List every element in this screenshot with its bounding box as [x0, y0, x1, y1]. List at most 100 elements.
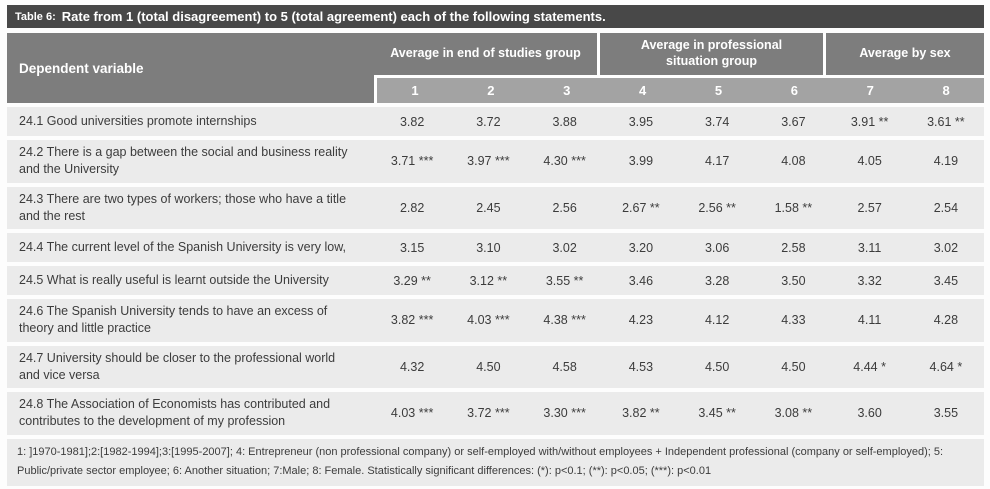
value-cell: 3.15: [399, 240, 425, 255]
value-cell: 3.71 ***: [390, 154, 434, 169]
value-cell: 3.72: [476, 114, 501, 129]
value-cell: 3.88: [552, 114, 577, 129]
value-cell: 2.56 **: [698, 200, 736, 215]
footnote-line-2: Public/private sector employee; 6: Anoth…: [17, 465, 712, 478]
value-cell: 4.28: [933, 313, 959, 328]
table-row: 24.7 University should be closer to the …: [7, 345, 984, 388]
value-cell: 3.95: [628, 114, 654, 129]
value-cell: 2.45: [476, 200, 501, 215]
value-cell: 4.50: [704, 359, 730, 374]
value-cell: 4.19: [933, 154, 959, 169]
value-cell: 4.03 ***: [467, 313, 510, 328]
value-cell: 3.08 **: [774, 406, 813, 421]
value-cell: 4.05: [857, 154, 882, 169]
value-cell: 4.53: [628, 359, 654, 374]
table-row: 24.8 The Association of Economists has c…: [7, 392, 984, 435]
table-header: Dependent variable Average in end of stu…: [7, 33, 984, 103]
value-cell: 2.57: [857, 200, 882, 215]
value-cell: 3.74: [704, 114, 730, 129]
row-label: 24.6 The Spanish University tends to hav…: [19, 304, 328, 336]
table-row: 24.6 The Spanish University tends to hav…: [7, 299, 984, 342]
value-cell: 4.44 *: [853, 359, 886, 374]
column-number: 3: [563, 83, 571, 98]
value-cell: 1.58 **: [774, 200, 813, 215]
value-cell: 4.23: [628, 313, 654, 328]
value-cell: 3.91 **: [850, 114, 889, 129]
value-cell: 3.29 **: [393, 273, 431, 288]
value-cell: 3.02: [552, 240, 577, 255]
value-cell: 3.60: [857, 406, 882, 421]
column-header-dependent-variable: Dependent variable: [7, 33, 374, 103]
column-number: 2: [487, 83, 495, 98]
table-header-right: Average in end of studies group Average i…: [374, 33, 984, 103]
group-header: Average in professional situation group: [600, 33, 823, 75]
row-label: 24.4 The current level of the Spanish Un…: [19, 239, 347, 254]
value-cell: 3.10: [476, 240, 501, 255]
value-cell: 4.11: [857, 313, 882, 328]
column-number: 6: [790, 83, 798, 98]
column-number: 7: [866, 83, 874, 98]
value-cell: 4.50: [476, 359, 501, 374]
value-cell: 4.50: [781, 359, 806, 374]
value-cell: 3.82 ***: [390, 313, 434, 328]
value-cell: 3.32: [857, 273, 882, 288]
footnote: 1: ]1970-1981];2:[1982-1994];3:[1995-200…: [7, 438, 984, 487]
value-cell: 2.58: [781, 240, 806, 255]
row-label: 24.8 The Association of Economists has c…: [19, 397, 331, 429]
value-cell: 2.82: [399, 200, 425, 215]
row-label: 24.1 Good universities promote internshi…: [19, 113, 257, 128]
table-body: 24.1 Good universities promote internshi…: [7, 107, 984, 435]
table-number-label: Table 6:: [15, 10, 56, 23]
value-cell: 3.55: [933, 406, 959, 421]
table-title: Rate from 1 (total disagreement) to 5 (t…: [61, 9, 606, 24]
value-cell: 3.55 **: [545, 273, 584, 288]
value-cell: 3.72 ***: [467, 406, 510, 421]
table-row: 24.4 The current level of the Spanish Un…: [7, 233, 984, 262]
group-header-row: Average in end of studies group Average i…: [374, 33, 984, 75]
value-cell: 4.12: [704, 313, 730, 328]
value-cell: 3.02: [933, 240, 959, 255]
value-cell: 3.99: [628, 154, 654, 169]
value-cell: 4.38 ***: [543, 313, 586, 328]
table-row: 24.5 What is really useful is learnt out…: [7, 266, 984, 295]
table-title-bar: Table 6: Rate from 1 (total disagreement…: [7, 5, 984, 28]
value-cell: 3.46: [628, 273, 654, 288]
value-cell: 4.03 ***: [390, 406, 434, 421]
value-cell: 4.64 *: [929, 359, 963, 374]
value-cell: 3.06: [704, 240, 730, 255]
column-number: 4: [638, 83, 647, 98]
row-label: 24.2 There is a gap between the social a…: [19, 145, 348, 177]
value-cell: 4.08: [781, 154, 806, 169]
value-cell: 2.67 **: [622, 200, 660, 215]
value-cell: 2.54: [933, 200, 959, 215]
value-cell: 3.45: [933, 273, 959, 288]
column-number: 8: [942, 83, 950, 98]
column-number: 1: [411, 83, 419, 98]
value-cell: 4.32: [399, 359, 425, 374]
value-cell: 3.82 **: [622, 406, 660, 421]
table-row: 24.2 There is a gap between the social a…: [7, 140, 984, 183]
value-cell: 4.30 ***: [543, 154, 586, 169]
value-cell: 3.50: [781, 273, 806, 288]
value-cell: 3.28: [704, 273, 730, 288]
group-header: Average by sex: [826, 33, 984, 75]
value-cell: 4.33: [781, 313, 806, 328]
group-header: Average in end of studies group: [374, 33, 597, 75]
value-cell: 3.20: [628, 240, 654, 255]
table-row: 24.3 There are two types of workers; tho…: [7, 186, 984, 229]
column-number-row: 1 2 3 4 5 6 7 8: [377, 78, 984, 103]
row-label: 24.3 There are two types of workers; tho…: [19, 191, 347, 223]
footnote-line-1: 1: ]1970-1981];2:[1982-1994];3:[1995-200…: [17, 445, 944, 458]
row-label: 24.5 What is really useful is learnt out…: [19, 272, 329, 287]
value-cell: 3.67: [781, 114, 806, 129]
table-row: 24.1 Good universities promote internshi…: [7, 107, 984, 136]
value-cell: 3.30 ***: [543, 406, 586, 421]
value-cell: 3.11: [857, 240, 882, 255]
value-cell: 3.82: [399, 114, 425, 129]
value-cell: 4.17: [704, 154, 730, 169]
column-number: 5: [714, 83, 723, 98]
value-cell: 3.45 **: [698, 406, 736, 421]
value-cell: 4.58: [552, 359, 577, 374]
value-cell: 3.12 **: [469, 273, 508, 288]
